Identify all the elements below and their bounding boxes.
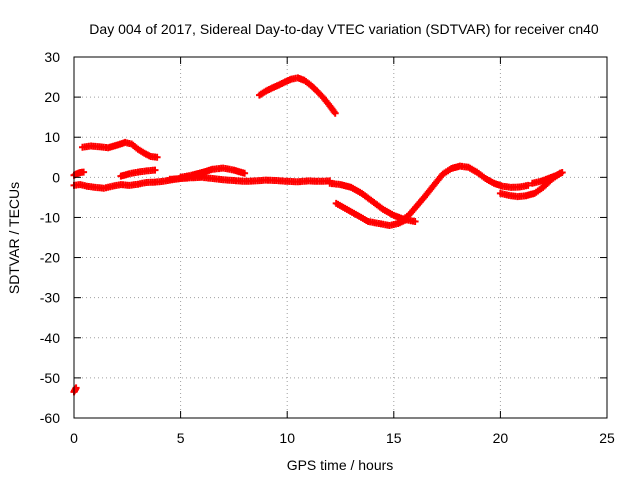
y-tick-label: -40 <box>40 330 60 346</box>
y-tick-label: 0 <box>52 169 60 185</box>
x-tick-label: 5 <box>177 430 185 446</box>
series-arc-12 <box>528 169 566 187</box>
x-axis-label: GPS time / hours <box>287 457 394 473</box>
x-tick-label: 25 <box>599 430 615 446</box>
series-arc-2 <box>79 138 161 161</box>
x-tick-label: 20 <box>493 430 509 446</box>
data-series <box>70 74 566 396</box>
data-point-markers <box>117 166 159 180</box>
axis-ticks: 0 5 10 15 20 25 -60 -50 -40 -30 -20 -10 0 10 20 30 <box>40 49 615 446</box>
y-tick-label: -50 <box>40 370 60 386</box>
grid <box>74 57 607 418</box>
x-tick-label: 15 <box>386 430 402 446</box>
series-arc-10 <box>396 162 532 225</box>
x-tick-label: 10 <box>279 430 295 446</box>
chart-title: Day 004 of 2017, Sidereal Day-to-day VTE… <box>89 21 599 37</box>
x-tick-label: 0 <box>70 430 78 446</box>
data-point-markers <box>79 138 161 161</box>
data-point-markers <box>256 74 339 117</box>
y-tick-label: 20 <box>44 89 60 105</box>
series-arc-7 <box>256 74 339 117</box>
series-arc-4 <box>117 166 159 180</box>
y-tick-label: 30 <box>44 49 60 65</box>
y-tick-label: -60 <box>40 410 60 426</box>
y-tick-label: -20 <box>40 250 60 266</box>
y-tick-label: 10 <box>44 129 60 145</box>
plot-frame <box>73 56 608 419</box>
y-tick-label: -30 <box>40 290 60 306</box>
series-arc-6 <box>166 173 334 186</box>
y-tick-label: -10 <box>40 209 60 225</box>
data-point-markers <box>396 162 532 225</box>
y-axis-label: SDTVAR / TECUs <box>6 182 22 294</box>
data-point-markers <box>528 169 566 187</box>
data-point-markers <box>166 173 334 186</box>
